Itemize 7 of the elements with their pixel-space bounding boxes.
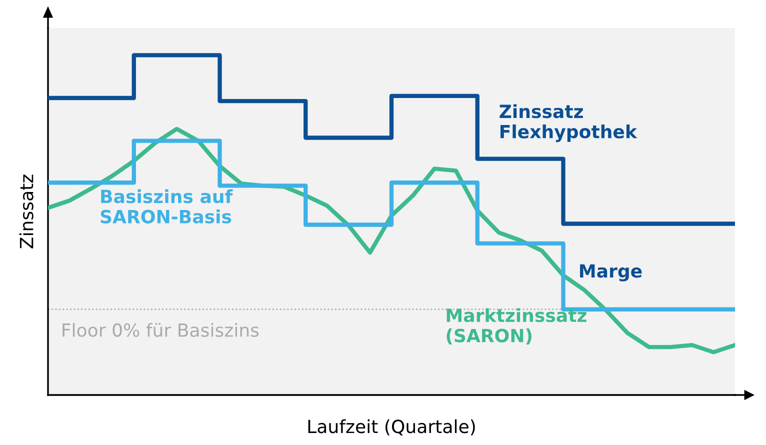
series-label: Basiszins auf SARON-Basis [100,189,233,224]
series-label: Marktzinssatz (SARON) [446,308,586,345]
y-axis-title: Zinssatz [19,174,34,248]
annotation: Marge [580,264,642,282]
series-label: Zinssatz Flexhypothek [500,104,638,142]
x-axis-title: Laufzeit (Quartale) [308,419,475,436]
ref-line-label: Floor 0% für Basiszins [62,322,259,337]
